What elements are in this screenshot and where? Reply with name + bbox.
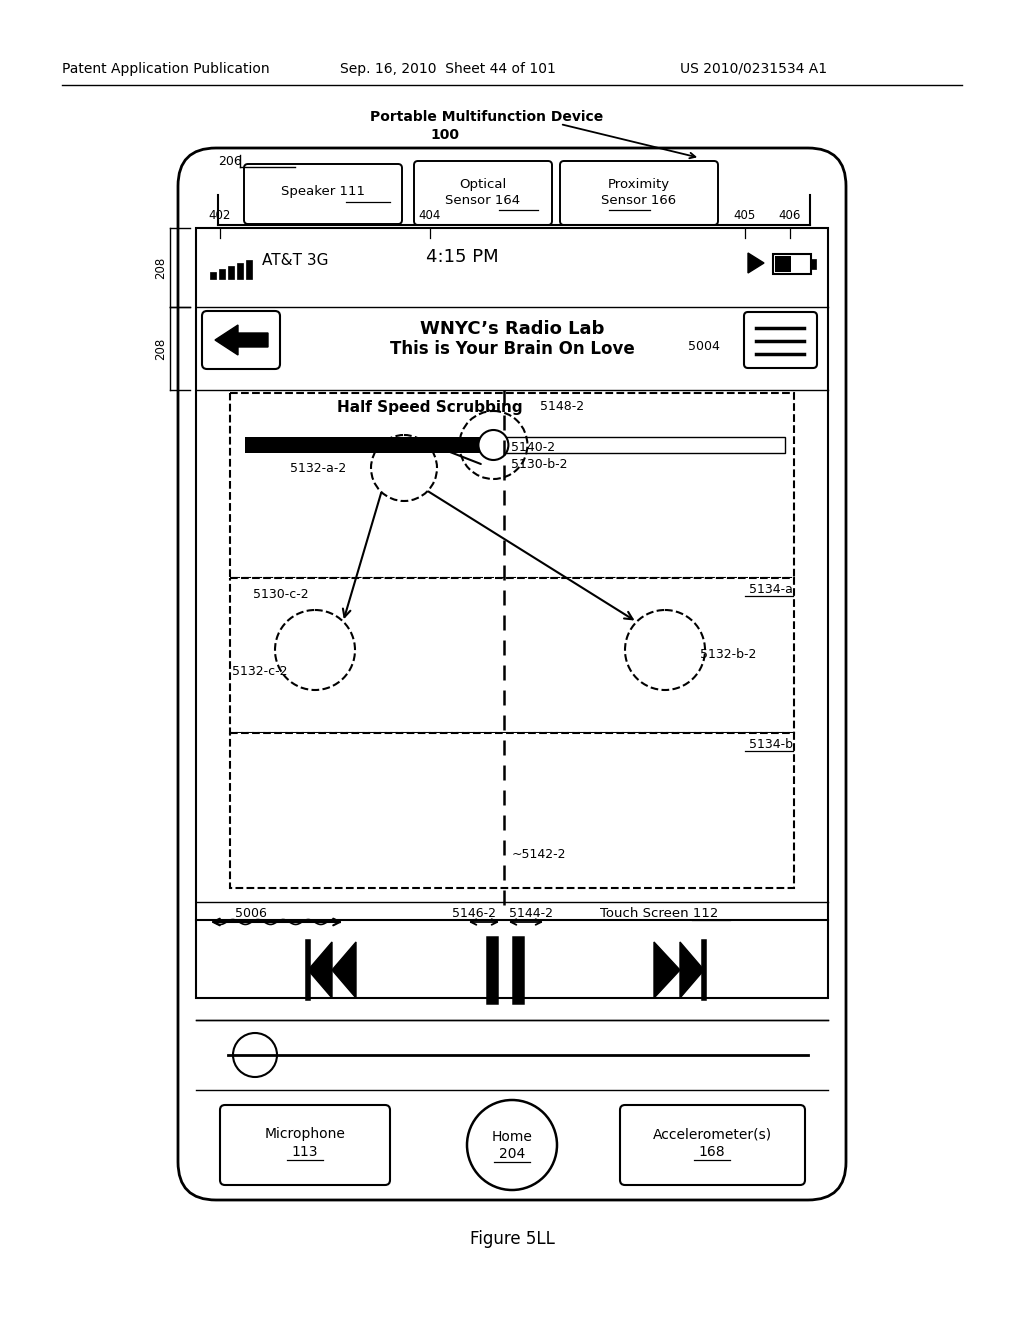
FancyBboxPatch shape	[560, 161, 718, 224]
Bar	[245, 437, 494, 453]
Text: 406: 406	[779, 209, 801, 222]
Polygon shape	[215, 325, 268, 355]
Text: Microphone: Microphone	[264, 1127, 345, 1140]
FancyBboxPatch shape	[178, 148, 846, 1200]
Text: Sensor 166: Sensor 166	[601, 194, 677, 207]
Text: WNYC’s Radio Lab: WNYC’s Radio Lab	[420, 319, 604, 338]
Bar	[775, 256, 791, 272]
FancyBboxPatch shape	[244, 164, 402, 224]
Polygon shape	[748, 253, 764, 273]
Text: 5148-2: 5148-2	[540, 400, 584, 413]
Text: 5006: 5006	[234, 907, 267, 920]
Text: ~5142-2: ~5142-2	[512, 847, 566, 861]
Bar	[196, 228, 828, 998]
Bar	[219, 269, 225, 279]
Text: 402: 402	[209, 209, 231, 222]
Text: AT&T 3G: AT&T 3G	[262, 253, 329, 268]
Text: 204: 204	[499, 1147, 525, 1162]
Text: 5130-b-2: 5130-b-2	[511, 458, 568, 471]
Text: 208: 208	[155, 256, 168, 279]
Text: 206: 206	[218, 154, 242, 168]
Text: 100: 100	[430, 128, 459, 143]
Text: Sep. 16, 2010  Sheet 44 of 101: Sep. 16, 2010 Sheet 44 of 101	[340, 62, 556, 77]
Circle shape	[233, 1034, 278, 1077]
Text: 5134-a: 5134-a	[750, 583, 793, 597]
FancyBboxPatch shape	[202, 312, 280, 370]
Text: 5132-a-2: 5132-a-2	[290, 462, 346, 475]
Polygon shape	[332, 942, 356, 998]
Text: 168: 168	[698, 1144, 725, 1159]
Text: Patent Application Publication: Patent Application Publication	[62, 62, 269, 77]
Text: 405: 405	[734, 209, 756, 222]
Circle shape	[467, 1100, 557, 1191]
FancyBboxPatch shape	[620, 1105, 805, 1185]
Text: Touch Screen 112: Touch Screen 112	[600, 907, 719, 920]
Text: Proximity: Proximity	[608, 178, 670, 191]
Text: Optical: Optical	[460, 178, 507, 191]
Text: Figure 5LL: Figure 5LL	[470, 1230, 554, 1247]
Polygon shape	[654, 942, 680, 998]
Text: Sensor 164: Sensor 164	[445, 194, 520, 207]
Bar	[773, 253, 811, 275]
Text: 5146-2: 5146-2	[452, 907, 496, 920]
Text: 4:15 PM: 4:15 PM	[426, 248, 499, 267]
Text: 208: 208	[155, 338, 168, 359]
Polygon shape	[308, 942, 332, 998]
Polygon shape	[680, 942, 705, 998]
Bar	[210, 272, 216, 279]
Text: 5132-b-2: 5132-b-2	[700, 648, 757, 661]
Text: Home: Home	[492, 1130, 532, 1144]
Text: Speaker 111: Speaker 111	[281, 185, 365, 198]
Bar	[230, 393, 794, 578]
FancyBboxPatch shape	[220, 1105, 390, 1185]
Circle shape	[478, 430, 508, 459]
Bar	[230, 733, 794, 888]
Text: 404: 404	[419, 209, 441, 222]
FancyBboxPatch shape	[414, 161, 552, 224]
Text: 5134-b: 5134-b	[749, 738, 793, 751]
Text: 5132-c-2: 5132-c-2	[232, 665, 288, 678]
Text: This is Your Brain On Love: This is Your Brain On Love	[389, 341, 635, 358]
Text: 113: 113	[292, 1144, 318, 1159]
Bar	[246, 260, 252, 279]
Text: 5144-2: 5144-2	[509, 907, 553, 920]
Text: 5140-2: 5140-2	[511, 441, 556, 454]
Text: 5130-c-2: 5130-c-2	[253, 587, 308, 601]
Text: Half Speed Scrubbing: Half Speed Scrubbing	[337, 400, 523, 414]
Text: 5004: 5004	[688, 341, 720, 352]
Text: Portable Multifunction Device: Portable Multifunction Device	[370, 110, 603, 124]
Bar	[811, 259, 816, 269]
Text: Accelerometer(s): Accelerometer(s)	[652, 1127, 771, 1140]
Bar	[228, 267, 234, 279]
Text: US 2010/0231534 A1: US 2010/0231534 A1	[680, 62, 827, 77]
Bar	[237, 263, 243, 279]
FancyBboxPatch shape	[744, 312, 817, 368]
Bar	[230, 578, 794, 733]
Bar	[494, 437, 785, 453]
